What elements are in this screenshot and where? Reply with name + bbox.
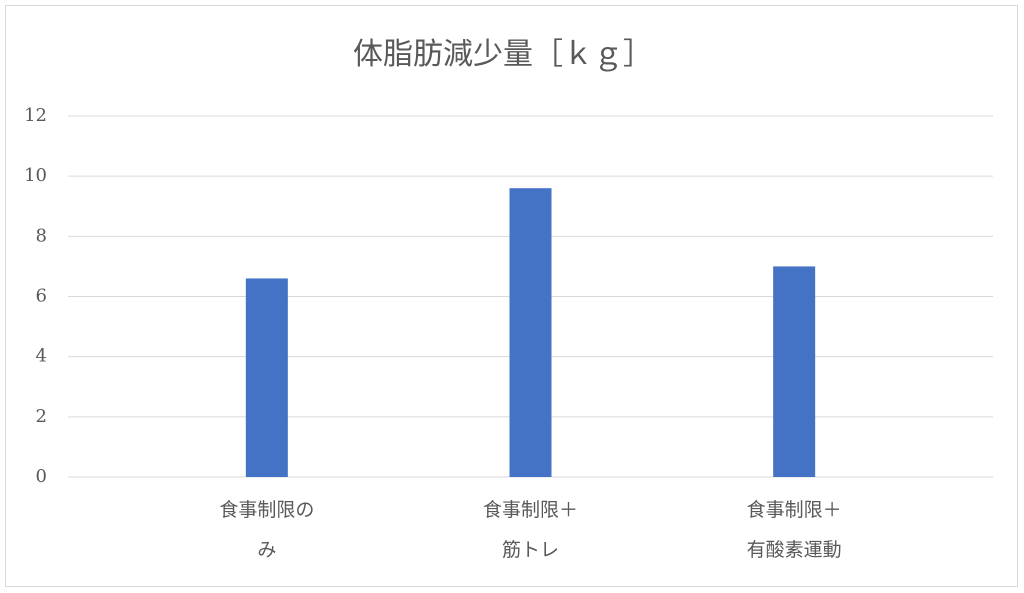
bar xyxy=(245,278,288,477)
bar xyxy=(509,188,552,477)
y-tick-label: 0 xyxy=(36,466,47,487)
x-tick-label: 食事制限＋筋トレ xyxy=(482,499,578,561)
y-tick-label: 6 xyxy=(36,286,47,307)
y-tick-label: 10 xyxy=(24,165,47,186)
y-tick-label: 4 xyxy=(36,346,47,367)
y-tick-label: 2 xyxy=(36,406,47,427)
bar xyxy=(773,266,816,477)
chart-title: 体脂肪減少量［ｋｇ］ xyxy=(353,37,653,72)
y-tick-label: 12 xyxy=(24,105,47,126)
y-tick-label: 8 xyxy=(36,225,47,246)
x-tick-label: 食事制限のみ xyxy=(219,499,315,561)
x-tick-label: 食事制限＋有酸素運動 xyxy=(746,499,842,561)
